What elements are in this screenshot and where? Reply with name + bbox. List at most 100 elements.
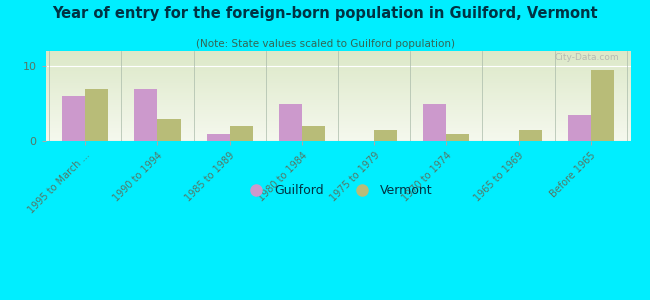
Bar: [207, 134, 229, 141]
Bar: [423, 103, 447, 141]
Bar: [46, 68, 630, 69]
Text: Year of entry for the foreign-born population in Guilford, Vermont: Year of entry for the foreign-born popul…: [52, 6, 598, 21]
Bar: [46, 106, 630, 107]
Bar: [46, 130, 630, 131]
Bar: [46, 101, 630, 102]
Bar: [46, 71, 630, 72]
Bar: [46, 76, 630, 77]
Bar: [46, 107, 630, 108]
Bar: [46, 122, 630, 123]
Bar: [46, 80, 630, 81]
Bar: [46, 117, 630, 118]
Bar: [46, 125, 630, 126]
Bar: [62, 96, 85, 141]
Legend: Guilford, Vermont: Guilford, Vermont: [238, 179, 438, 202]
Bar: [46, 62, 630, 63]
Bar: [46, 53, 630, 54]
Bar: [46, 111, 630, 112]
Bar: [85, 88, 109, 141]
Bar: [46, 91, 630, 92]
Bar: [46, 79, 630, 80]
Bar: [46, 81, 630, 82]
Bar: [46, 131, 630, 132]
Bar: [46, 137, 630, 138]
Bar: [46, 118, 630, 119]
Bar: [46, 61, 630, 62]
Bar: [157, 118, 181, 141]
Bar: [46, 78, 630, 79]
Bar: [46, 128, 630, 129]
Bar: [46, 52, 630, 53]
Bar: [46, 104, 630, 105]
Bar: [46, 74, 630, 75]
Bar: [46, 105, 630, 106]
Bar: [46, 96, 630, 97]
Bar: [46, 87, 630, 88]
Bar: [46, 140, 630, 141]
Bar: [46, 54, 630, 55]
Bar: [46, 110, 630, 111]
Bar: [46, 126, 630, 127]
Bar: [46, 86, 630, 87]
Bar: [46, 65, 630, 66]
Bar: [519, 130, 541, 141]
Bar: [46, 72, 630, 73]
Bar: [135, 88, 157, 141]
Bar: [46, 119, 630, 120]
Bar: [374, 130, 397, 141]
Bar: [279, 103, 302, 141]
Bar: [46, 56, 630, 57]
Bar: [46, 100, 630, 101]
Bar: [46, 103, 630, 104]
Bar: [46, 120, 630, 121]
Bar: [46, 121, 630, 122]
Bar: [46, 95, 630, 96]
Bar: [46, 99, 630, 100]
Bar: [46, 66, 630, 67]
Bar: [46, 57, 630, 58]
Bar: [46, 100, 630, 101]
Bar: [46, 59, 630, 60]
Bar: [46, 113, 630, 114]
Bar: [46, 102, 630, 103]
Bar: [46, 93, 630, 94]
Bar: [46, 139, 630, 140]
Bar: [46, 73, 630, 74]
Bar: [46, 55, 630, 56]
Bar: [46, 124, 630, 125]
Bar: [46, 64, 630, 65]
Bar: [46, 85, 630, 86]
Bar: [46, 127, 630, 128]
Bar: [46, 109, 630, 110]
Bar: [46, 58, 630, 59]
Bar: [46, 114, 630, 115]
Bar: [46, 92, 630, 93]
Bar: [46, 112, 630, 113]
Bar: [46, 129, 630, 130]
Bar: [46, 132, 630, 133]
Bar: [46, 133, 630, 134]
Bar: [46, 97, 630, 98]
Bar: [46, 94, 630, 95]
Bar: [46, 70, 630, 71]
Bar: [591, 70, 614, 141]
Bar: [46, 90, 630, 91]
Bar: [46, 115, 630, 116]
Bar: [447, 134, 469, 141]
Bar: [302, 126, 325, 141]
Bar: [46, 135, 630, 136]
Text: (Note: State values scaled to Guilford population): (Note: State values scaled to Guilford p…: [196, 39, 454, 49]
Bar: [46, 134, 630, 135]
Bar: [46, 82, 630, 83]
Bar: [46, 136, 630, 137]
Bar: [567, 115, 591, 141]
Bar: [46, 108, 630, 109]
Bar: [46, 51, 630, 52]
Bar: [46, 82, 630, 83]
Bar: [46, 84, 630, 85]
Bar: [46, 118, 630, 119]
Bar: [46, 116, 630, 117]
Bar: [229, 126, 253, 141]
Bar: [46, 123, 630, 124]
Text: City-Data.com: City-Data.com: [554, 53, 619, 62]
